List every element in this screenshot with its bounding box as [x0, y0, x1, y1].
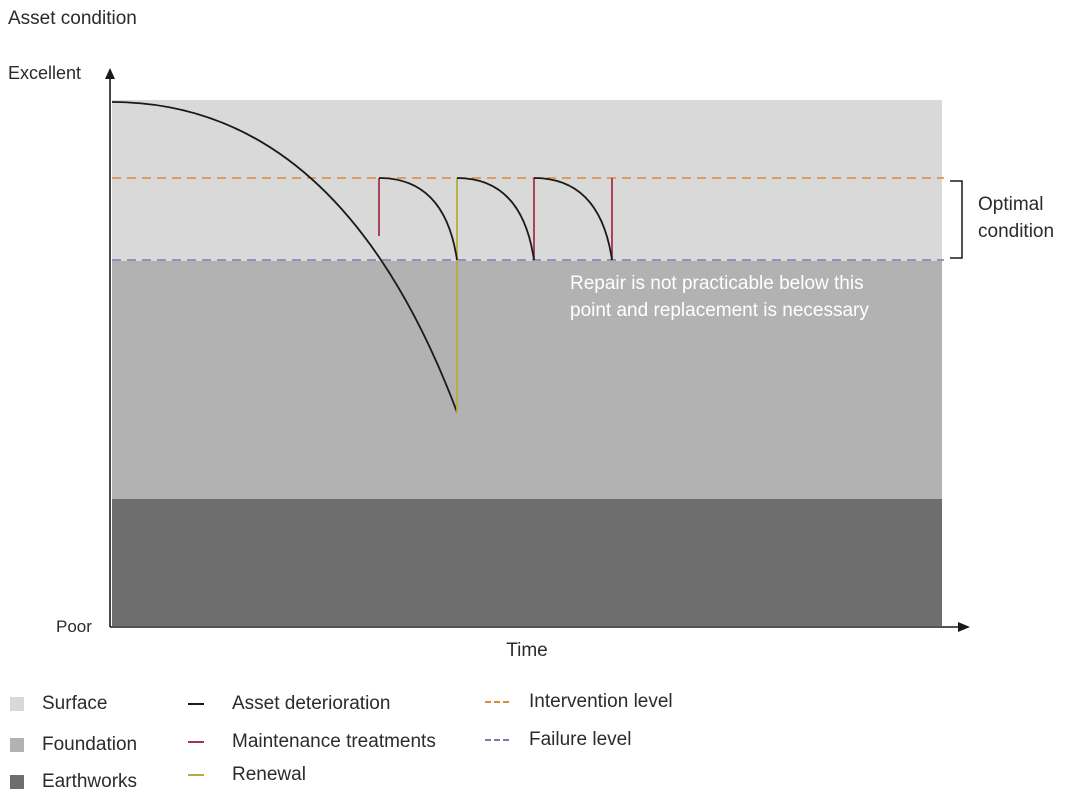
- optimal-condition-label-2: condition: [978, 221, 1054, 242]
- legend-label: Failure level: [529, 729, 632, 750]
- failure-level-key: [485, 739, 509, 741]
- foundation-band: [112, 261, 942, 499]
- surface-swatch: [10, 697, 24, 711]
- foundation-swatch: [10, 738, 24, 752]
- earthworks-swatch: [10, 775, 24, 789]
- earthworks-band: [112, 499, 942, 626]
- y-axis-top-label: Excellent: [8, 63, 81, 83]
- legend-label: Foundation: [42, 734, 138, 755]
- optimal-condition-label-1: Optimal: [978, 194, 1043, 215]
- legend-label: Maintenance treatments: [232, 731, 436, 752]
- renewal-key: [188, 774, 204, 776]
- deterioration-arc-2: [456, 177, 535, 261]
- legend-label: Earthworks: [42, 771, 138, 792]
- y-axis-arrow: [105, 68, 115, 79]
- maintenance-treatments-key: [188, 741, 204, 743]
- optimal-condition-bracket: [950, 180, 963, 259]
- legend-label: Renewal: [232, 764, 306, 785]
- asset-deterioration-curve: [111, 101, 458, 413]
- repair-note-line-2: point and replacement is necessary: [570, 300, 869, 321]
- surface-band: [112, 100, 942, 261]
- y-axis-bottom-label: Poor: [56, 617, 92, 636]
- deterioration-arc-3: [533, 177, 613, 261]
- intervention-level-key: [485, 701, 509, 703]
- deterioration-arc-1: [378, 177, 458, 261]
- legend-label: Intervention level: [529, 691, 673, 712]
- chart-title: Asset condition: [8, 8, 137, 29]
- asset-deterioration-key: [188, 703, 204, 705]
- legend-label: Surface: [42, 693, 108, 714]
- repair-note-line-1: Repair is not practicable below this: [570, 273, 864, 294]
- x-axis-label: Time: [506, 640, 548, 661]
- x-axis-arrow: [958, 622, 970, 632]
- legend-label: Asset deterioration: [232, 693, 391, 714]
